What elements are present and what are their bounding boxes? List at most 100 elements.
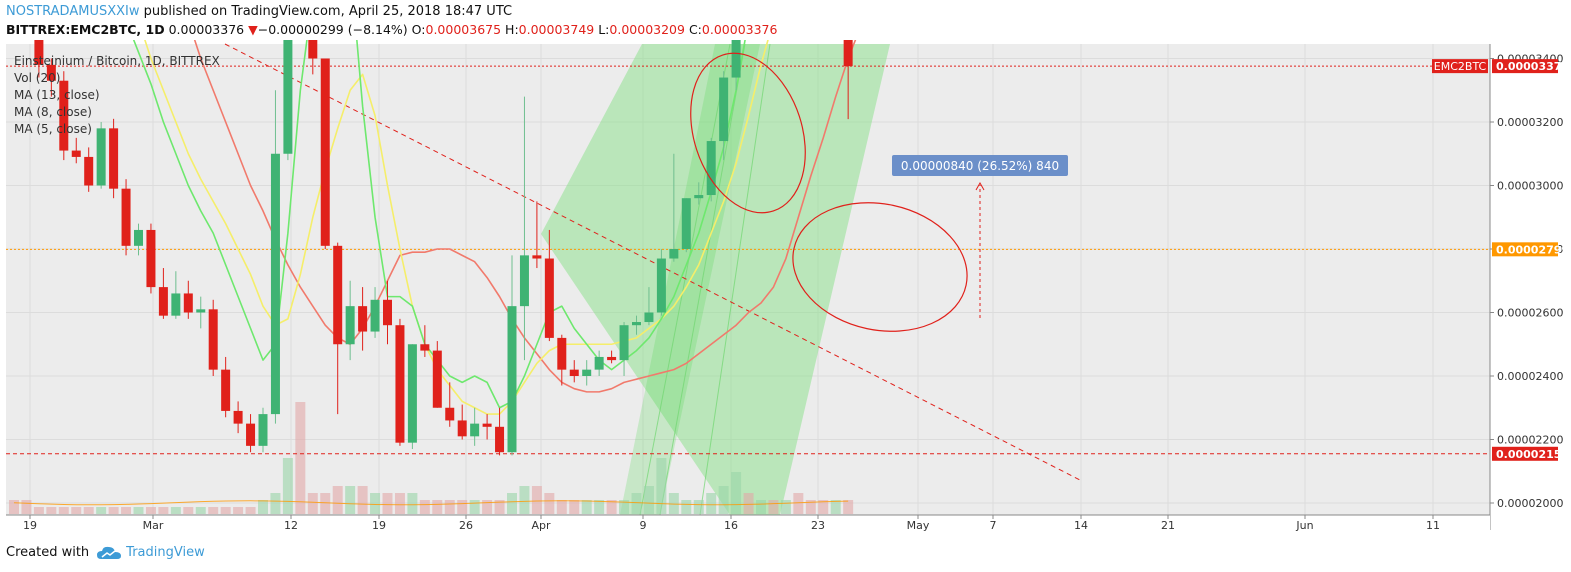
volume-bar [9,500,19,514]
published-text: published on TradingView.com, April 25, … [139,4,513,19]
volume-bar [382,493,393,514]
x-tick-label: Mar [143,519,164,532]
candle-body [544,258,554,338]
candle-body [258,414,268,446]
candle-body [121,188,131,246]
volume-bar [307,493,318,514]
candle-body [432,350,442,408]
footer: Created with TradingView [6,545,205,560]
volume-bar [482,500,493,514]
author-link[interactable]: NOSTRADAMUSXXIw [6,4,140,19]
candle-body [246,423,256,446]
volume-bar [332,486,343,514]
time-axis [6,515,1490,531]
candle-body [395,325,405,443]
candle-body [719,77,729,142]
price-tag-box [1492,446,1558,461]
candle-body [843,40,853,67]
candle-body [59,80,69,151]
candle-body [669,249,679,259]
candle-body [183,293,193,313]
x-tick-label: 14 [1074,519,1088,532]
candle-body [507,306,517,453]
volume-bar [594,500,605,514]
volume-bars [9,402,854,514]
volume-bar [21,500,32,514]
volume-bar [183,507,194,514]
legend-ma8: MA (8, close) [14,105,92,119]
volume-bar [220,507,231,514]
candle-body [109,128,119,189]
volume-bar [643,486,654,514]
close-label: C: [688,22,702,37]
chart-legend: Einsteinium / Bitcoin, 1D, BITTREX Vol (… [14,53,220,138]
drawings [6,43,1490,481]
channel-line [659,43,746,516]
price-chart[interactable]: 0.00002000 0.00002200 0.00002400 0.00002600… [0,40,1571,535]
candle-body [383,299,392,326]
x-tick-label: Apr [531,519,551,532]
candle-body [270,153,280,415]
volume-bar [531,486,542,514]
x-tick-label: 12 [284,519,298,532]
candle-body [333,245,343,345]
price-tag-box [1492,242,1558,257]
y-tick-label: 0.00002200 [1497,434,1563,447]
candle-body [96,128,106,186]
volume-bar [419,500,430,514]
tradingview-link[interactable]: TradingView [97,545,205,560]
volume-bar [494,500,505,514]
volume-bar [245,507,256,514]
candle-body [457,420,467,437]
open-value: 0.00003675 [425,22,502,37]
volume-bar [756,500,766,514]
candle-body [171,293,181,316]
channel-fill [541,44,890,515]
brand-name: TradingView [126,545,205,560]
change-value: −0.00000299 (−8.14%) [257,22,408,37]
volume-bar [444,500,455,514]
price-tag-box [1492,59,1558,74]
candle-body [644,312,654,323]
symbol-tag-label: EMC2BTC [1434,60,1487,73]
candle-body [557,337,567,370]
y-tick-label: 0.00003000 [1497,180,1563,193]
candle-body [532,255,542,259]
created-with-text: Created with [6,545,90,560]
candle-body [482,423,492,427]
volume-bar [83,507,94,514]
tradingview-cloud-icon [97,546,122,559]
high-value: 0.00003749 [518,22,595,37]
channel-line [699,43,771,516]
measure-label: 0.00000840 (26.52%) 840 [892,155,1068,176]
y-tick-label: 0.00002400 [1497,370,1563,383]
candle-body [656,258,666,313]
candle-body [594,356,604,370]
volume-bar [581,500,592,514]
volume-bar [71,507,82,514]
volume-bar [407,493,418,514]
volume-ma-line [13,500,849,506]
volume-bar [96,507,107,514]
volume-bar [58,507,69,514]
y-tick-label: 0.00002000 [1497,497,1563,510]
red-ellipse [792,202,968,332]
volume-bar [743,493,754,514]
legend-ma13: MA (13, close) [14,88,100,102]
volume-bar [706,493,717,514]
candles [34,40,853,456]
x-tick-label: 21 [1161,519,1175,532]
volume-bar [718,486,729,514]
x-tick-label: 16 [724,519,738,532]
candle-body [582,369,592,376]
candle-body [694,195,704,199]
volume-bar [394,493,405,514]
x-tick-label: Jun [1295,519,1313,532]
volume-bar [133,507,144,514]
candle-body [308,40,318,59]
low-label: L: [598,22,610,37]
candle-body [158,287,168,316]
low-value: 0.00003209 [609,22,685,37]
volume-bar [370,493,381,514]
x-tick-label: May [907,519,930,532]
